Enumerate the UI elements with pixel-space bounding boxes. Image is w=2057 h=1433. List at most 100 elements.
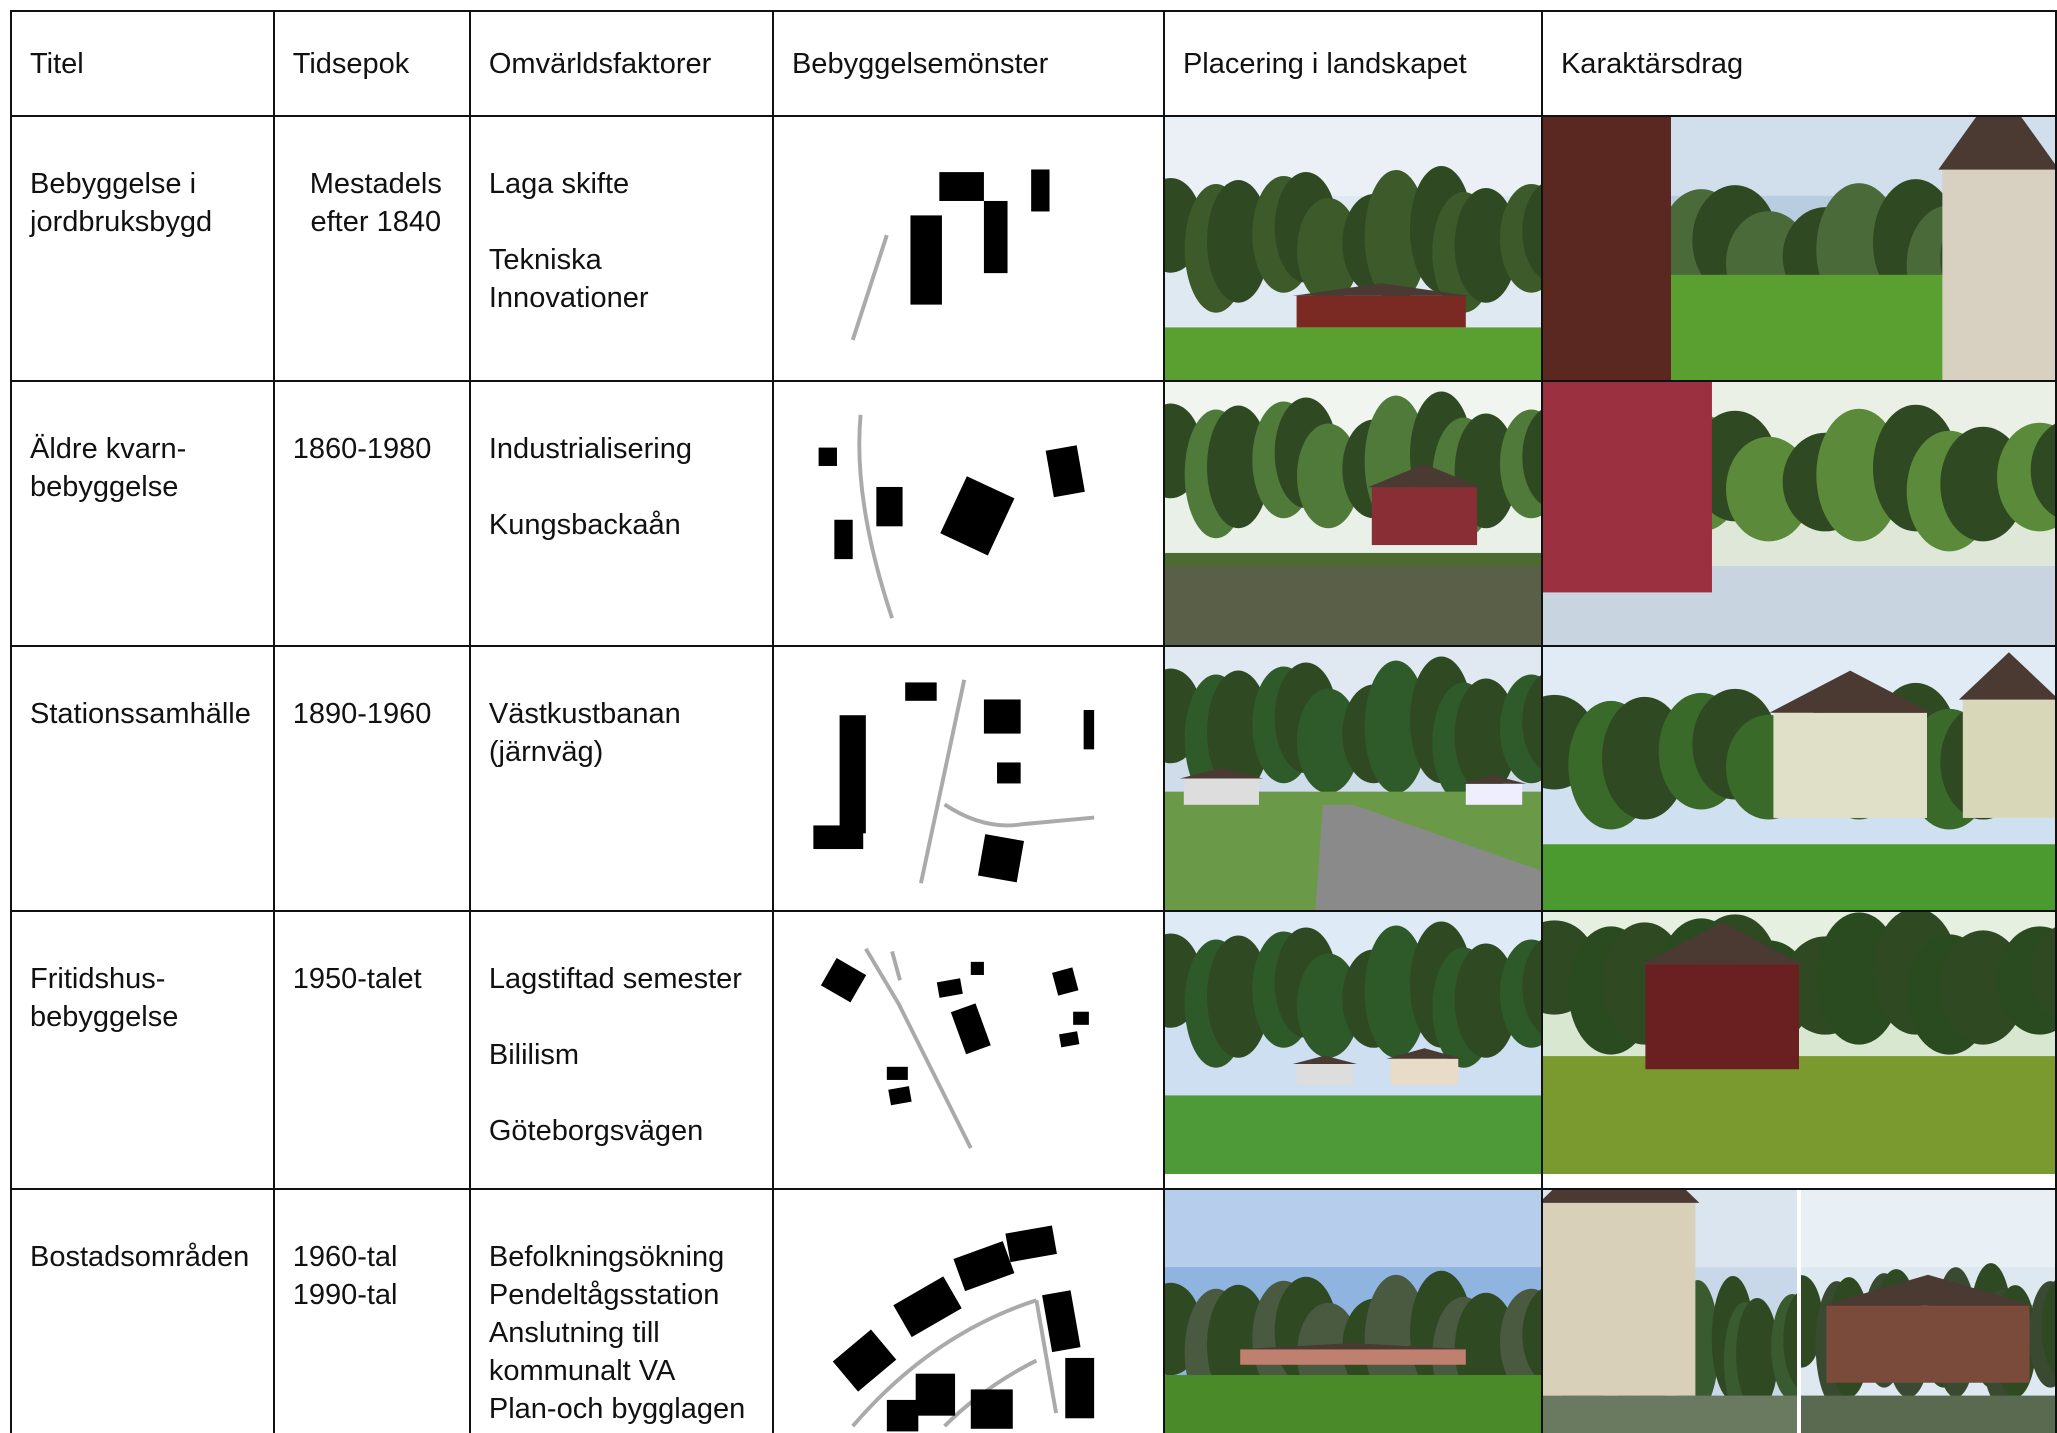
landscape-photo xyxy=(1165,383,1540,644)
building xyxy=(1031,169,1050,212)
character-photo-cell xyxy=(1540,115,2057,382)
pattern xyxy=(818,414,1085,619)
factors: Västkustbanan (järnväg) xyxy=(472,648,771,771)
building xyxy=(813,825,864,850)
factors: Lagstiftad semester Bililism Göteborgsväge… xyxy=(472,913,771,1150)
factor: Industrialisering xyxy=(488,433,692,465)
factors-cell: Lagstiftad semester Bililism Göteborgsväge… xyxy=(468,910,774,1190)
period-cell: 1950-talet xyxy=(272,910,471,1190)
period: Mestadels efter 1840 xyxy=(309,168,442,238)
ground xyxy=(1543,844,2054,909)
pattern xyxy=(850,169,1050,341)
tree xyxy=(1454,678,1518,794)
house xyxy=(1465,783,1523,805)
tree xyxy=(1364,925,1428,1058)
building xyxy=(939,172,984,201)
table: Titel Tidsepok Omvärldsfaktorer Bebyggelsem… xyxy=(10,10,2057,1433)
period: 1960-tal 1990-tal xyxy=(292,1241,398,1311)
roof xyxy=(1461,775,1527,784)
character-photo xyxy=(1543,913,2054,1174)
period-cell: 1890-1960 xyxy=(272,645,471,912)
row: Bebyggelse i jordbruksbygd Mestadels efte… xyxy=(10,115,2057,382)
road xyxy=(850,234,889,341)
building xyxy=(886,1066,908,1080)
period-cell: 1860-1980 xyxy=(272,380,471,647)
landscape-photo-cell xyxy=(1162,910,1543,1190)
building xyxy=(1065,1357,1095,1419)
building xyxy=(910,215,942,305)
title-cell: Fritidshus- bebyggelse xyxy=(10,910,275,1190)
house xyxy=(1962,699,2054,818)
pattern xyxy=(820,947,1089,1150)
tree xyxy=(1454,943,1518,1058)
building xyxy=(1058,1031,1080,1048)
building xyxy=(1042,1290,1081,1353)
tree xyxy=(1296,198,1360,303)
tree xyxy=(1296,953,1360,1058)
landscape-photo xyxy=(1165,648,1540,909)
roof xyxy=(1958,652,2054,700)
road xyxy=(864,947,973,1150)
photos xyxy=(1543,383,2054,644)
pattern-cell xyxy=(771,1188,1165,1433)
roof xyxy=(1386,1048,1463,1059)
header-cell: Omvärldsfaktorer xyxy=(468,10,774,117)
factors-cell: Västkustbanan (järnväg) xyxy=(468,645,774,912)
diagram xyxy=(820,947,1089,1150)
pattern-cell xyxy=(771,115,1165,382)
title: Bebyggelse i jordbruksbygd xyxy=(30,168,213,238)
ground xyxy=(1800,1395,2054,1433)
house xyxy=(1773,712,1927,818)
tree xyxy=(1296,423,1360,529)
character-photo-cell xyxy=(1540,380,2057,647)
tree xyxy=(1454,188,1518,303)
roof xyxy=(1822,1274,2034,1306)
title-cell: Bostadsområden xyxy=(10,1188,275,1433)
diagram xyxy=(832,1225,1095,1432)
roof xyxy=(1938,118,2054,170)
character-photo xyxy=(1543,648,2054,909)
tree xyxy=(2030,927,2054,1020)
building xyxy=(983,200,1008,274)
road xyxy=(890,950,902,981)
building xyxy=(940,476,1015,556)
diagram xyxy=(818,414,1085,619)
building xyxy=(886,1399,919,1432)
pattern-cell xyxy=(771,645,1165,912)
tree xyxy=(1364,660,1428,794)
diagram xyxy=(850,169,1050,341)
house xyxy=(1543,383,1712,593)
house xyxy=(1371,487,1478,546)
building xyxy=(876,486,903,527)
building xyxy=(1045,445,1085,498)
factors-cell: Laga skifte Tekniska Innovationer xyxy=(468,115,774,382)
period: 1950-talet xyxy=(292,963,422,995)
pattern xyxy=(832,1225,1095,1432)
tree xyxy=(1206,180,1270,303)
photos xyxy=(1543,913,2054,1174)
house xyxy=(1543,118,1671,379)
row: Äldre kvarn- bebyggelse 1860-1980 Industri… xyxy=(10,380,2057,647)
title-cell: Stationssamhälle xyxy=(10,645,275,912)
landscape-photo xyxy=(1165,913,1540,1174)
building xyxy=(1083,709,1095,750)
factor: Västkustbanan (järnväg) xyxy=(488,698,681,768)
building xyxy=(832,1329,897,1392)
house xyxy=(1390,1058,1459,1085)
title: Äldre kvarn- bebyggelse xyxy=(30,433,187,503)
character-photo-cell xyxy=(1540,645,2057,912)
factor: Lagstiftad semester xyxy=(488,963,742,995)
tree xyxy=(1522,940,1540,1033)
house xyxy=(1543,1202,1696,1396)
roof xyxy=(1769,670,1931,713)
building xyxy=(936,978,963,998)
tree xyxy=(1364,1274,1428,1406)
factor: Göteborgsvägen xyxy=(488,1115,704,1147)
building xyxy=(997,762,1021,784)
roof xyxy=(1236,1343,1470,1350)
title: Stationssamhälle xyxy=(30,698,251,730)
building xyxy=(1073,1011,1089,1025)
roof xyxy=(1543,1191,1700,1203)
road xyxy=(1034,1299,1058,1414)
character-photo-cell xyxy=(1540,1188,2057,1433)
